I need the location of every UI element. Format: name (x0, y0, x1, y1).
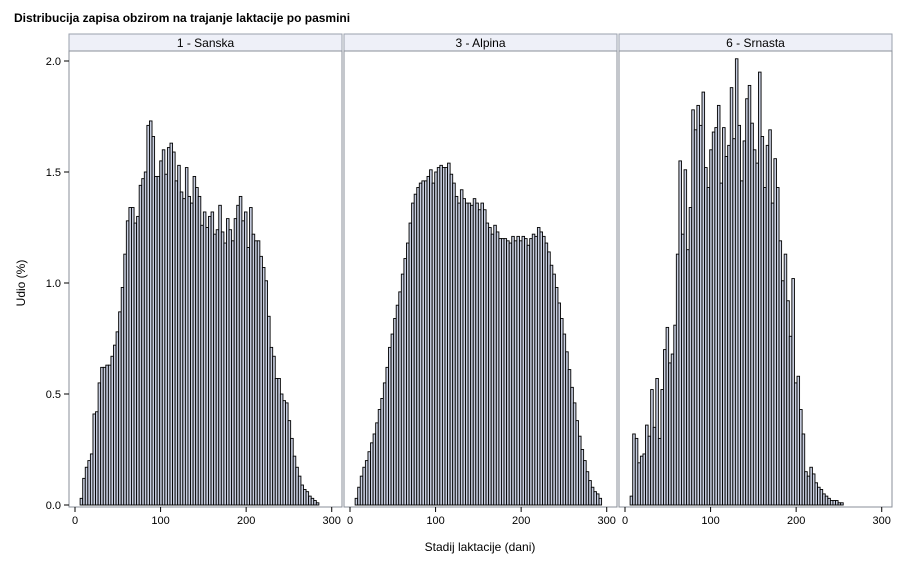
x-tick-label: 100 (151, 515, 169, 527)
histogram-bar (598, 497, 603, 506)
panel-header-label: 3 - Alpina (455, 36, 505, 50)
y-tick-label: 0.5 (46, 389, 61, 401)
bars (629, 58, 844, 506)
x-ticks: 0 100 200 300 (622, 507, 891, 527)
histogram-bar (315, 502, 320, 506)
panel-header-label: 1 - Sanska (177, 36, 235, 50)
y-ticks: 0.0 0.5 1.0 1.5 2.0 (46, 56, 69, 512)
x-tick-label: 0 (72, 515, 78, 527)
y-tick-label: 1.0 (46, 278, 61, 290)
panel-2: 3 - Alpina 0 100 200 300 (343, 33, 618, 527)
x-tick-label: 0 (347, 515, 353, 527)
x-tick-label: 0 (622, 515, 628, 527)
panel-1: 1 - Sanska 0 100 200 300 (68, 33, 343, 527)
panels-layer: 1 - Sanska 0 100 200 300 3 - Alpina 0 100 200 300… (68, 33, 893, 527)
bars (354, 162, 603, 506)
axes-layer: 0.0 0.5 1.0 1.5 2.0 (46, 56, 69, 512)
y-tick-label: 0.0 (46, 500, 61, 512)
x-ticks: 0 100 200 300 (347, 507, 616, 527)
x-ticks: 0 100 200 300 (72, 507, 341, 527)
y-axis-label: Udio (%) (14, 260, 28, 307)
x-tick-label: 200 (512, 515, 530, 527)
panel-header-label: 6 - Srnasta (726, 36, 785, 50)
x-tick-label: 100 (426, 515, 444, 527)
y-tick-label: 1.5 (46, 167, 61, 179)
y-tick-label: 2.0 (46, 56, 61, 68)
x-tick-label: 300 (323, 515, 341, 527)
panel-3: 6 - Srnasta 0 100 200 300 (618, 33, 893, 527)
x-tick-label: 300 (873, 515, 891, 527)
x-tick-label: 200 (237, 515, 255, 527)
x-tick-label: 100 (701, 515, 719, 527)
histogram-bar (840, 502, 844, 506)
histogram-bar (801, 433, 806, 506)
x-axis-label: Stadij laktacije (dani) (425, 540, 536, 554)
bars (79, 120, 320, 506)
x-tick-label: 200 (787, 515, 805, 527)
x-tick-label: 300 (598, 515, 616, 527)
chart-title: Distribucija zapisa obzirom na trajanje … (14, 11, 351, 25)
